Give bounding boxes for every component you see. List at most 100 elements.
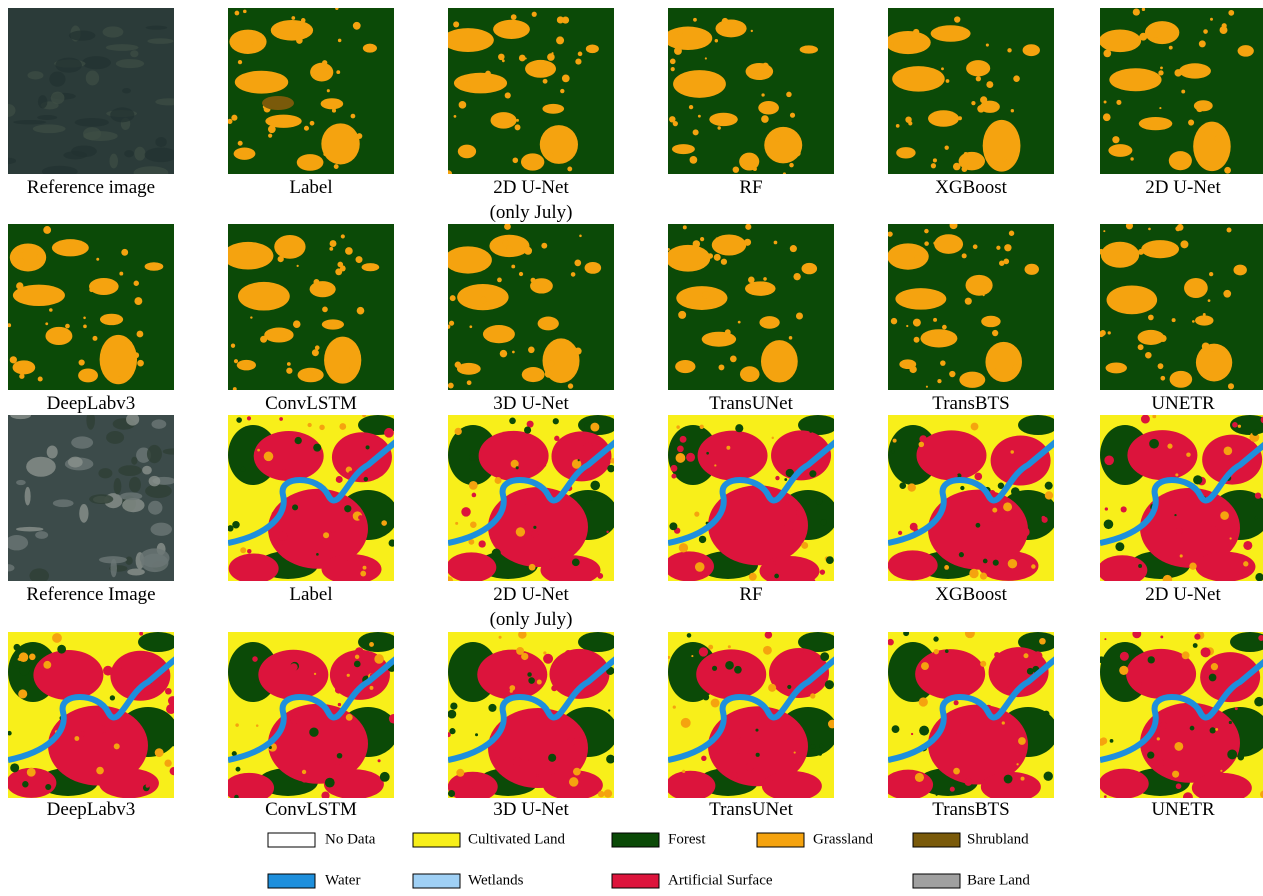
speck [1152, 414, 1156, 418]
speck [809, 470, 816, 477]
speck [470, 521, 477, 528]
speck [134, 297, 142, 305]
speck [364, 477, 368, 481]
panel-caption: Reference image [27, 177, 155, 198]
grassland-blob [896, 147, 915, 158]
speck [492, 549, 501, 558]
speck [562, 16, 569, 23]
texture [33, 124, 66, 133]
texture [28, 71, 44, 79]
speck [921, 662, 929, 670]
speck [524, 247, 532, 255]
texture [29, 568, 49, 583]
speck [1210, 18, 1213, 21]
speck [1156, 759, 1164, 767]
grassland-blob [458, 145, 476, 159]
speck [961, 166, 967, 172]
speck [456, 769, 464, 777]
speck [150, 656, 158, 664]
speck [96, 767, 104, 775]
speck [590, 481, 600, 491]
speck [1210, 347, 1215, 352]
speck [682, 770, 685, 773]
speck [445, 170, 452, 177]
speck [701, 756, 706, 761]
speck [497, 278, 502, 283]
speck [1210, 526, 1217, 533]
speck [728, 645, 731, 648]
speck [731, 772, 738, 779]
map-panel [227, 413, 398, 584]
speck [449, 321, 454, 326]
grassland-blob [983, 120, 1021, 172]
artificial-blob [1195, 552, 1255, 582]
speck [295, 437, 302, 444]
grassland-blob [966, 275, 993, 296]
speck [788, 344, 791, 347]
speck [1174, 69, 1181, 76]
speck [336, 70, 340, 74]
panel-caption: 3D U-Net [493, 799, 569, 820]
texture [63, 151, 87, 159]
speck [247, 249, 252, 254]
speck [446, 325, 450, 329]
speck [354, 661, 361, 668]
grassland-blob [934, 234, 963, 254]
artificial-blob [698, 431, 768, 481]
speck [146, 784, 150, 788]
grassland-blob [322, 319, 344, 329]
speck [931, 446, 934, 449]
grassland-blob [1184, 278, 1208, 298]
speck [1176, 527, 1183, 534]
speck [278, 540, 283, 545]
speck [548, 754, 556, 762]
speck [252, 656, 258, 662]
map-panel [883, 628, 1058, 802]
speck [327, 89, 330, 92]
speck [1220, 511, 1229, 520]
speck [669, 116, 675, 122]
speck [1104, 795, 1107, 798]
speck [1174, 514, 1176, 516]
grassland-blob [1109, 68, 1161, 91]
speck [708, 253, 713, 258]
speck [502, 59, 505, 62]
speck [513, 157, 519, 163]
speck [676, 425, 679, 428]
speck [924, 229, 929, 234]
speck [137, 331, 144, 338]
speck [949, 371, 955, 377]
speck [790, 113, 795, 118]
speck [562, 75, 570, 83]
map-panel [887, 221, 1054, 390]
speck [763, 646, 772, 655]
speck [604, 789, 612, 797]
speck [516, 527, 525, 536]
speck [467, 86, 471, 90]
speck [903, 630, 909, 636]
speck [231, 344, 235, 348]
speck [739, 737, 746, 744]
speck [761, 115, 769, 123]
panel-caption: ConvLSTM [265, 799, 357, 820]
speck [892, 725, 900, 733]
speck [1126, 222, 1133, 229]
speck [758, 711, 763, 716]
speck [689, 105, 693, 109]
map-panel [446, 630, 618, 801]
speck [567, 737, 576, 746]
speck [1148, 315, 1154, 321]
speck [1209, 272, 1213, 276]
speck [10, 763, 19, 772]
grassland-blob [145, 262, 164, 271]
speck [933, 636, 938, 641]
grassland-blob [931, 25, 971, 41]
speck [933, 242, 936, 245]
grassland-blob [238, 282, 290, 311]
speck [744, 239, 751, 246]
speck [770, 780, 773, 783]
speck [821, 519, 827, 525]
speck [910, 523, 918, 531]
texture [10, 411, 31, 419]
texture [79, 504, 88, 523]
